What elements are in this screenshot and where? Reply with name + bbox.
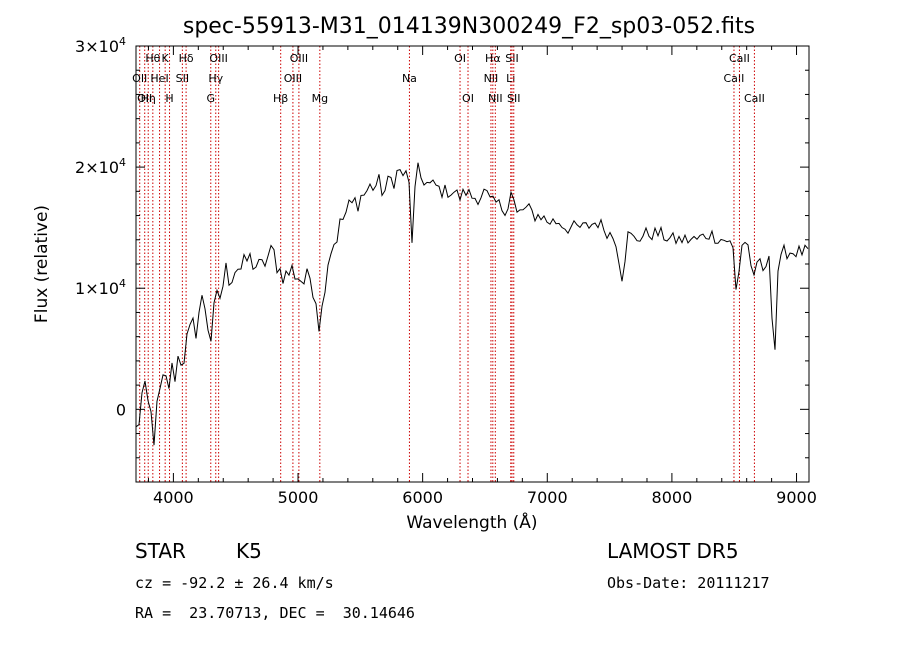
object-subclass: K5 <box>236 539 262 563</box>
y-axis-ticks: 0 1×104 2×104 3×104 <box>75 35 809 459</box>
line-marker-label-19: NII <box>484 72 499 85</box>
line-marker-label-12: Hβ <box>273 92 288 105</box>
line-marker-label-24: SII <box>507 92 520 105</box>
line-marker-label-3: Hθ <box>145 52 160 65</box>
x-axis-label: Wavelength (Å) <box>406 511 537 533</box>
line-marker-label-6: H <box>165 92 173 105</box>
line-marker-label-27: CaII <box>744 92 765 105</box>
line-marker-label-9: G <box>207 92 216 105</box>
survey-name: LAMOST DR5 <box>607 539 739 563</box>
line-marker-label-13: OIII <box>284 72 302 85</box>
line-marker-label-25: CaII <box>724 72 745 85</box>
y-tick-label-0: 0 <box>116 400 126 419</box>
object-class: STAR <box>135 539 186 563</box>
x-tick-label-5: 9000 <box>776 488 817 507</box>
x-tick-label-4: 8000 <box>652 488 693 507</box>
line-marker-label-5: K <box>162 52 170 65</box>
plot-frame <box>135 45 810 483</box>
line-marker-label-15: Mg <box>312 92 328 105</box>
y-tick-label-1: 1×104 <box>75 277 126 298</box>
y-tick-label-2: 2×104 <box>75 156 126 177</box>
line-marker-label-26: CaII <box>729 52 750 65</box>
y-axis-label: Flux (relative) <box>32 205 52 323</box>
line-marker-label-10: Hγ <box>208 72 223 85</box>
line-marker-label-4: HeI <box>150 72 168 85</box>
chart-title: spec-55913-M31_014139N300249_F2_sp03-052… <box>183 14 755 39</box>
x-tick-label-2: 6000 <box>402 488 443 507</box>
x-axis-ticks: 4000 5000 6000 7000 8000 9000 <box>147 46 817 507</box>
line-marker-label-23: SII <box>505 52 518 65</box>
line-marker-label-18: OI <box>462 92 474 105</box>
x-tick-label-1: 5000 <box>278 488 319 507</box>
x-tick-label-0: 4000 <box>153 488 194 507</box>
line-marker-label-2: Hη <box>141 92 156 105</box>
coordinates: RA = 23.70713, DEC = 30.14646 <box>135 604 415 622</box>
x-tick-label-3: 7000 <box>527 488 568 507</box>
line-marker-label-7: SII <box>176 72 189 85</box>
redshift-line: cz = -92.2 ± 26.4 km/s <box>135 574 334 592</box>
line-marker-label-16: Na <box>402 72 417 85</box>
obs-date: Obs-Date: 20111217 <box>607 574 770 592</box>
line-marker-label-11: OIII <box>209 52 227 65</box>
line-marker-label-14: OIII <box>290 52 308 65</box>
line-marker-label-17: OI <box>454 52 466 65</box>
line-marker-label-22: Li <box>506 72 515 85</box>
y-tick-label-3: 3×104 <box>75 35 126 56</box>
line-marker-label-20: Hα <box>485 52 501 65</box>
line-marker-label-8: Hδ <box>179 52 194 65</box>
line-marker-label-21: NII <box>488 92 503 105</box>
spectrum-line <box>135 162 809 446</box>
spectral-line-markers: OIIOIIHηHθHeIKHSIIHδGHγOIIIHβOIIIOIIIMgN… <box>132 46 765 482</box>
